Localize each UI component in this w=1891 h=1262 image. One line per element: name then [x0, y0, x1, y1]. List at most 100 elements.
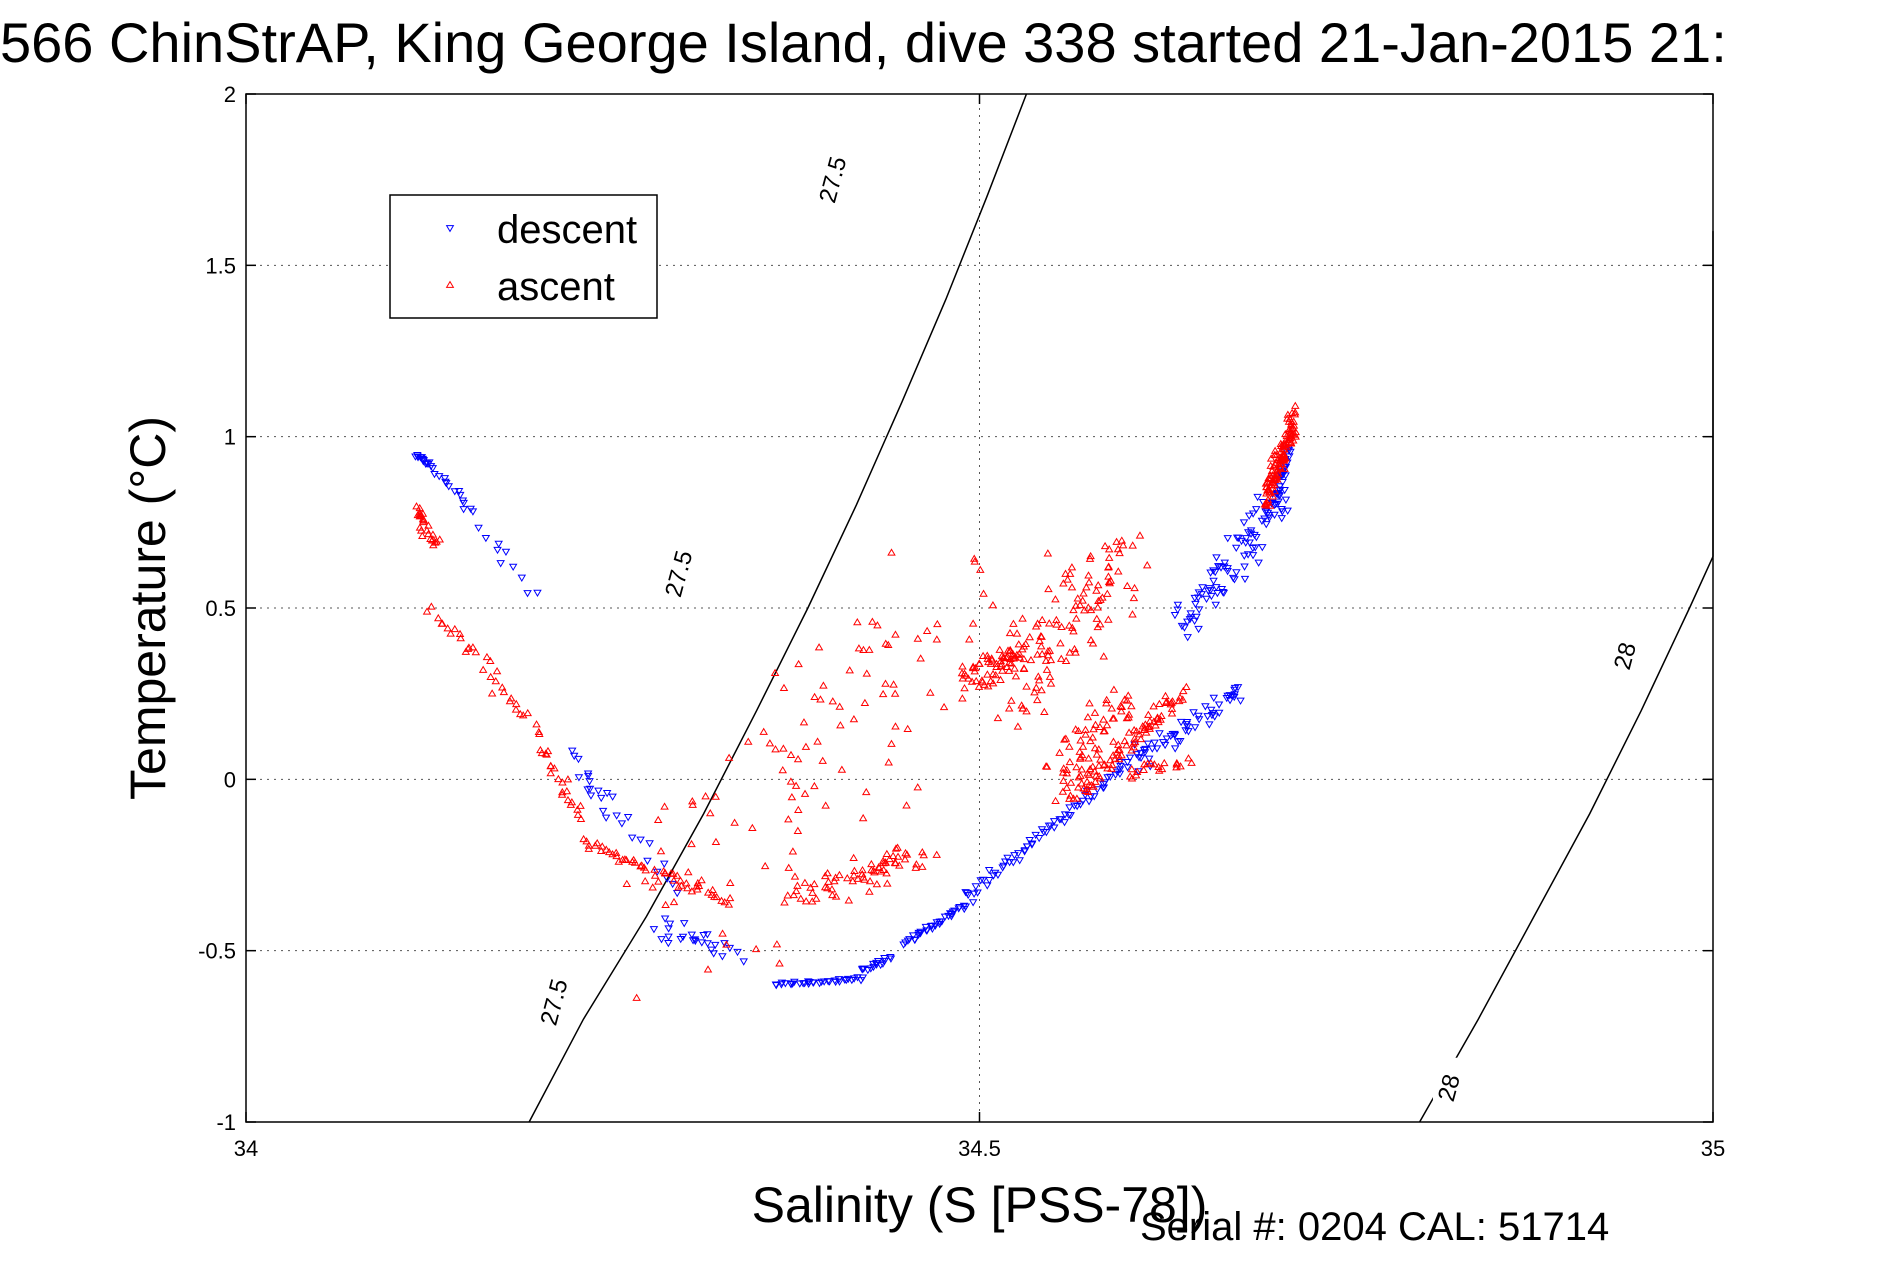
ascent-point: [1093, 603, 1103, 611]
ascent-point: [844, 896, 854, 904]
descent-point: [1213, 590, 1222, 598]
ascent-point: [1266, 454, 1276, 462]
ascent-point: [1092, 750, 1102, 758]
ascent-point: [1108, 714, 1118, 722]
ascent-point: [843, 874, 852, 882]
ascent-point: [636, 862, 645, 870]
ascent-point: [765, 739, 775, 747]
ascent-point: [424, 529, 433, 538]
ascent-point: [1124, 710, 1134, 718]
descent-point: [1214, 701, 1224, 709]
descent-point: [481, 534, 491, 543]
legend-marker-ascent: [445, 280, 455, 288]
ascent-point: [1114, 567, 1123, 575]
ascent-point: [1113, 545, 1123, 553]
ascent-point: [1122, 713, 1132, 722]
descent-point: [1194, 625, 1203, 634]
descent-point: [798, 980, 808, 988]
ascent-point: [703, 965, 713, 973]
descent-point: [1275, 487, 1285, 495]
descent-point: [1254, 559, 1263, 567]
descent-point: [880, 957, 889, 966]
ascent-point: [660, 802, 669, 810]
ascent-point: [1055, 748, 1064, 756]
ascent-point: [711, 837, 721, 846]
descent-point: [1177, 622, 1187, 631]
ascent-point: [711, 792, 720, 800]
ascent-point: [1284, 434, 1294, 442]
ascent-point: [1004, 704, 1014, 712]
ascent-point: [1145, 722, 1154, 730]
ascent-point: [759, 727, 768, 735]
descent-point: [733, 948, 742, 957]
ascent-point: [1105, 756, 1115, 764]
ascent-point: [683, 883, 692, 892]
ascent-point: [486, 656, 495, 664]
ascent-point: [810, 879, 819, 888]
ascent-point: [918, 862, 927, 870]
ascent-point: [977, 676, 987, 684]
descent-point: [1253, 493, 1262, 502]
descent-point: [1281, 472, 1290, 480]
descent-point: [691, 937, 700, 946]
ascent-point: [1122, 696, 1132, 704]
descent-point: [645, 840, 654, 848]
ascent-point: [783, 891, 792, 899]
descent-point: [665, 920, 675, 928]
descent-point: [926, 923, 936, 931]
descent-point: [585, 785, 595, 794]
ascent-point: [1042, 665, 1052, 673]
ascent-point: [1065, 648, 1075, 656]
descent-point: [1190, 724, 1200, 732]
ascent-point: [821, 801, 830, 809]
ascent-point: [1084, 578, 1094, 586]
descent-point: [1170, 745, 1180, 753]
ascent-point: [912, 860, 921, 868]
descent-point: [990, 869, 1000, 878]
ascent-point: [772, 940, 782, 948]
descent-point: [583, 770, 593, 778]
descent-point: [585, 778, 594, 786]
ascent-point: [1291, 401, 1300, 409]
ascent-point: [1063, 575, 1072, 583]
ascent-point: [1102, 695, 1111, 703]
ascent-point: [995, 645, 1005, 653]
ascent-point: [1005, 628, 1015, 637]
ascent-point: [974, 682, 984, 690]
ascent-point: [554, 774, 563, 783]
ascent-point: [669, 876, 679, 884]
descent-point: [1176, 718, 1186, 727]
ascent-point: [1080, 606, 1089, 614]
ascent-point: [622, 879, 632, 887]
ascent-point: [1071, 725, 1080, 733]
descent-point: [501, 548, 511, 557]
descent-point: [709, 950, 718, 958]
legend: descent ascent: [389, 194, 658, 319]
descent-point: [493, 546, 502, 555]
ascent-point: [666, 869, 676, 877]
ascent-point: [999, 653, 1009, 662]
isopycnal-line: [528, 93, 1028, 1123]
ascent-point: [1031, 622, 1041, 630]
ascent-point: [550, 764, 559, 772]
ascent-point: [654, 877, 663, 885]
descent-point: [668, 880, 677, 889]
ascent-point: [1014, 640, 1024, 648]
ascent-point: [791, 886, 801, 895]
ascent-point: [1046, 679, 1056, 687]
ascent-point: [1059, 764, 1068, 772]
ascent-point: [1058, 787, 1068, 795]
descent-point: [1009, 859, 1018, 867]
descent-point: [1214, 563, 1223, 571]
ascent-point: [1271, 458, 1280, 466]
ascent-point: [1005, 646, 1015, 654]
ascent-point: [1086, 736, 1095, 745]
ascent-point: [1062, 783, 1072, 791]
ascent-point: [986, 676, 995, 685]
ascent-point: [853, 874, 863, 882]
ascent-point: [1025, 632, 1035, 641]
descent-point: [1134, 754, 1144, 762]
ascent-point: [1117, 702, 1127, 711]
ascent-point: [523, 708, 533, 717]
descent-point: [1261, 508, 1270, 516]
